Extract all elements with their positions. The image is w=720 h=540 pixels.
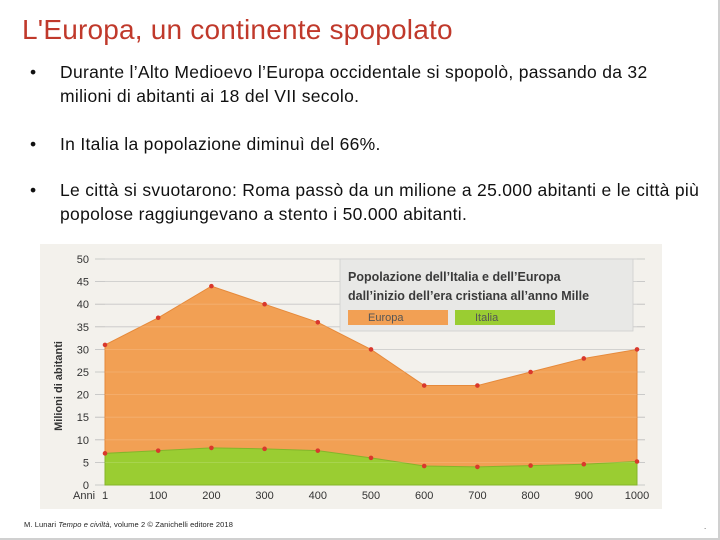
data-point-italia xyxy=(155,448,161,453)
data-point-europa xyxy=(421,383,427,388)
bullet-item: • Durante l’Alto Medioevo l’Europa occid… xyxy=(30,60,700,108)
y-tick-label: 15 xyxy=(77,412,89,424)
y-tick-label: 20 xyxy=(77,390,89,402)
data-point-europa xyxy=(315,319,321,325)
x-tick-label: 600 xyxy=(415,490,433,502)
y-tick-label: 5 xyxy=(83,457,89,469)
x-tick-label: 800 xyxy=(521,490,539,502)
x-tick-label: 100 xyxy=(149,490,167,502)
image-credit: M. Lunari Tempo e civiltà, volume 2 © Za… xyxy=(24,520,233,529)
bullet-symbol: • xyxy=(30,134,37,154)
legend-swatch-europa xyxy=(348,310,448,325)
data-point-europa xyxy=(155,315,161,321)
bullet-symbol: • xyxy=(30,180,37,200)
data-point-italia xyxy=(209,445,214,451)
data-point-europa xyxy=(102,342,108,348)
data-point-europa xyxy=(209,283,214,289)
bullet-text: In Italia la popolazione diminuì del 66%… xyxy=(60,134,381,154)
slide-title: L'Europa, un continente spopolato xyxy=(22,14,453,45)
legend-label-europa: Europa xyxy=(368,312,404,324)
chart-title-line-1: Popolazione dell’Italia e dell’Europa xyxy=(348,270,562,284)
x-tick-label: 900 xyxy=(575,490,593,502)
data-point-europa xyxy=(368,347,374,352)
corner-mark: . xyxy=(704,522,707,531)
bullet-text: Le città si svuotarono: Roma passò da un… xyxy=(60,180,700,224)
credit-suffix: , volume 2 © Zanichelli editore 2018 xyxy=(109,520,233,529)
y-tick-label: 30 xyxy=(77,344,89,356)
bullet-text: Durante l’Alto Medioevo l’Europa occiden… xyxy=(60,62,648,106)
bullet-item: • In Italia la popolazione diminuì del 6… xyxy=(30,132,381,156)
data-point-italia xyxy=(315,448,321,453)
y-tick-label: 50 xyxy=(77,254,89,266)
data-point-italia xyxy=(421,463,427,469)
credit-book-title: Tempo e civiltà xyxy=(58,520,110,529)
x-tick-label: 200 xyxy=(202,490,220,502)
y-tick-label: 35 xyxy=(77,322,89,334)
population-chart: 0 5 10 15 20 25 30 35 40 45 50 Anni 1 100 200 300 400 500… xyxy=(40,244,662,509)
x-tick-label: 300 xyxy=(255,490,273,502)
y-axis-title: Milioni di abitanti xyxy=(53,341,65,431)
series-area-italia xyxy=(104,447,638,486)
x-tick-label: 400 xyxy=(309,490,327,502)
credit-prefix: M. Lunari xyxy=(24,520,59,529)
x-axis-prefix-label: Anni xyxy=(73,490,95,502)
chart-canvas: 0 5 10 15 20 25 30 35 40 45 50 Anni 1 100 200 300 400 500… xyxy=(53,254,649,502)
bullet-symbol: • xyxy=(30,62,37,82)
x-tick-label: 1 xyxy=(102,490,108,502)
data-point-italia xyxy=(581,461,587,467)
data-point-europa xyxy=(262,301,267,307)
y-tick-label: 40 xyxy=(77,299,89,311)
y-tick-label: 45 xyxy=(77,277,89,289)
chart-title-line-2: dall’inizio dell’era cristiana all’anno … xyxy=(348,289,589,303)
data-point-europa xyxy=(581,356,587,361)
legend-swatch-italia xyxy=(455,310,555,325)
data-point-italia xyxy=(102,451,108,456)
data-point-europa xyxy=(475,383,480,388)
data-point-europa xyxy=(634,347,640,352)
data-point-italia xyxy=(528,463,533,468)
data-point-europa xyxy=(528,369,533,375)
x-tick-label: 1000 xyxy=(625,490,649,502)
data-point-italia xyxy=(368,455,374,461)
series-area-europa xyxy=(104,285,638,486)
y-tick-label: 25 xyxy=(77,367,89,379)
x-tick-label: 700 xyxy=(468,490,486,502)
data-point-italia xyxy=(634,459,640,464)
y-tick-label: 0 xyxy=(83,480,89,492)
bullet-item: • Le città si svuotarono: Roma passò da … xyxy=(30,178,700,226)
data-point-italia xyxy=(475,464,480,470)
legend-label-italia: Italia xyxy=(475,312,499,324)
y-tick-label: 10 xyxy=(77,435,89,447)
x-tick-label: 500 xyxy=(362,490,380,502)
data-point-italia xyxy=(262,446,267,452)
